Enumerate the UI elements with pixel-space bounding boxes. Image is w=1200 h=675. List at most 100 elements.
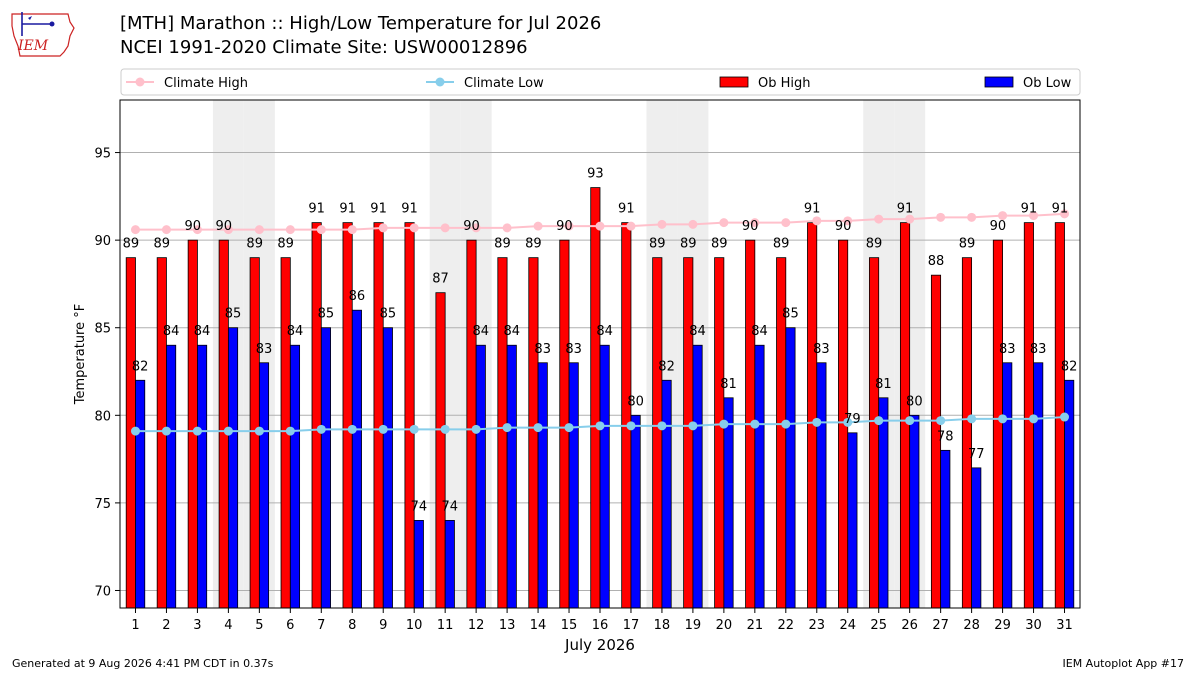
ob-high-label-18: 89 (649, 237, 666, 252)
ob-low-bar-9 (382, 327, 393, 609)
ob-high-label-23: 91 (804, 202, 821, 217)
ob-low-label-13: 84 (503, 324, 520, 339)
ob-high-label-17: 91 (618, 202, 635, 217)
climate-high-point-10 (409, 223, 419, 233)
ob-low-bar-29 (1002, 362, 1013, 609)
x-tick-label-11: 11 (437, 618, 454, 633)
ob-high-label-27: 88 (928, 254, 945, 269)
ob-low-bar-27 (940, 449, 951, 609)
ob-high-label-31: 91 (1052, 202, 1069, 217)
x-tick-label-10: 10 (406, 618, 423, 633)
footer-app: IEM Autoplot App #17 (1062, 657, 1185, 670)
ob-high-label-24: 90 (835, 219, 852, 234)
ob-high-label-8: 91 (339, 202, 356, 217)
ob-low-label-20: 81 (720, 377, 737, 392)
ob-low-bar-22 (785, 327, 796, 609)
climate-high-point-21 (750, 218, 760, 228)
ob-low-bar-24 (847, 432, 858, 609)
legend-climate-high-swatch-marker (135, 77, 145, 87)
ob-high-bar-18 (652, 257, 663, 609)
ob-high-label-12: 90 (463, 219, 480, 234)
y-tick-label-70: 70 (94, 584, 111, 599)
ob-low-bar-17 (630, 414, 641, 609)
legend-ob-low-swatch (984, 76, 1014, 88)
climate-low-point-8 (347, 424, 357, 434)
ob-low-label-15: 83 (565, 342, 582, 357)
ob-high-label-22: 89 (773, 237, 790, 252)
x-tick-label-6: 6 (286, 618, 294, 633)
ob-high-bar-10 (404, 222, 415, 609)
climate-high-point-20 (719, 218, 729, 228)
climate-high-point-31 (1060, 209, 1070, 219)
climate-high-point-24 (843, 216, 853, 226)
x-tick-label-25: 25 (870, 618, 887, 633)
ob-high-label-7: 91 (308, 202, 325, 217)
x-tick-label-27: 27 (932, 618, 949, 633)
legend-climate-high-label: Climate High (164, 76, 248, 91)
climate-low-point-20 (719, 419, 729, 429)
ob-low-bar-20 (723, 397, 734, 609)
climate-low-point-26 (905, 416, 915, 426)
x-tick-label-22: 22 (778, 618, 795, 633)
ob-low-label-26: 80 (906, 394, 923, 409)
ob-high-label-13: 89 (494, 237, 511, 252)
climate-high-point-16 (595, 221, 605, 231)
ob-high-bar-23 (807, 222, 818, 609)
climate-low-point-16 (595, 421, 605, 431)
ob-high-bar-14 (528, 257, 539, 609)
x-axis-label: July 2026 (564, 636, 635, 654)
climate-high-point-1 (130, 225, 140, 235)
climate-low-point-29 (998, 414, 1008, 424)
ob-low-label-7: 85 (318, 307, 335, 322)
ob-low-bar-14 (537, 362, 548, 609)
ob-low-label-30: 83 (1030, 342, 1047, 357)
legend: Climate High Climate Low Ob High Ob Low (120, 68, 1081, 96)
ob-low-bar-6 (289, 344, 301, 609)
ob-low-label-19: 84 (689, 324, 706, 339)
x-tick-label-1: 1 (131, 618, 139, 633)
iem-logo: IEM (11, 12, 75, 57)
ob-low-bar-16 (599, 344, 610, 609)
ob-high-label-6: 89 (277, 237, 294, 252)
ob-low-label-10: 74 (411, 499, 428, 514)
ob-low-label-17: 80 (627, 394, 644, 409)
ob-high-label-14: 89 (525, 237, 542, 252)
ob-high-label-19: 89 (680, 237, 697, 252)
ob-high-label-28: 89 (959, 237, 976, 252)
x-tick-label-21: 21 (747, 618, 764, 633)
x-tick-label-4: 4 (224, 618, 232, 633)
x-tick-label-13: 13 (499, 618, 516, 633)
ob-high-label-11: 87 (432, 272, 449, 287)
ob-high-label-26: 91 (897, 202, 914, 217)
ob-high-bar-13 (497, 257, 508, 609)
climate-low-point-30 (1029, 414, 1039, 424)
y-axis-label: Temperature °F (73, 304, 88, 405)
ob-low-label-23: 83 (813, 342, 830, 357)
climate-high-point-22 (781, 218, 791, 228)
ob-low-label-28: 77 (968, 447, 985, 462)
climate-low-point-2 (161, 426, 171, 436)
ob-high-label-10: 91 (401, 202, 418, 217)
climate-high-point-29 (998, 211, 1008, 221)
ob-high-label-30: 91 (1021, 202, 1038, 217)
x-tick-label-29: 29 (994, 618, 1011, 633)
climate-high-point-27 (936, 212, 946, 222)
legend-climate-low-label: Climate Low (464, 76, 544, 91)
climate-low-point-11 (440, 424, 450, 434)
ob-high-label-20: 89 (711, 237, 728, 252)
climate-low-point-6 (285, 426, 295, 436)
chart-subtitle: NCEI 1991-2020 Climate Site: USW00012896 (120, 37, 528, 58)
iowa-outline-icon (11, 13, 75, 57)
climate-low-point-17 (626, 421, 636, 431)
ob-high-label-9: 91 (370, 202, 387, 217)
ob-low-bar-5 (258, 362, 270, 609)
climate-high-point-30 (1029, 211, 1039, 221)
ob-low-label-14: 83 (534, 342, 551, 357)
climate-low-point-28 (967, 414, 977, 424)
legend-climate-low-swatch-marker (435, 77, 445, 87)
ob-low-bar-30 (1033, 362, 1044, 609)
ob-high-bar-7 (311, 222, 322, 609)
ob-high-label-15: 90 (556, 219, 573, 234)
climate-high-point-26 (905, 214, 915, 224)
